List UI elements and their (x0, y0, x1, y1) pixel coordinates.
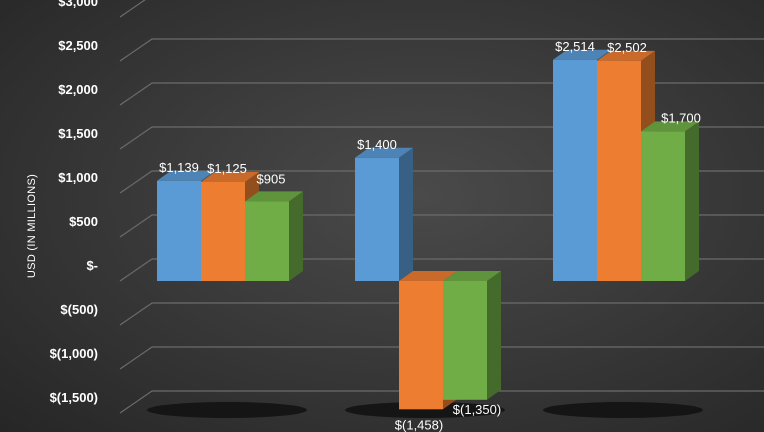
y-axis-title: USD (IN MILLIONS) (26, 174, 38, 278)
data-label: $(1,458) (395, 417, 443, 432)
bar-top (399, 271, 457, 281)
gridline (119, 82, 764, 106)
y-tick-labels: $3,000 $2,500 $2,000 $1,500 $1,000 $500 $- $(50… (50, 0, 98, 405)
bar-side (685, 121, 699, 282)
data-label: $1,400 (357, 137, 397, 152)
bar-top (201, 172, 259, 182)
bar-front (597, 60, 641, 281)
bar (641, 121, 699, 282)
y-tick-label: $500 (69, 214, 98, 229)
bar-side (399, 147, 413, 281)
bar-top (553, 49, 611, 60)
bar-front (157, 180, 201, 281)
y-tick-label: $(1,000) (50, 346, 98, 361)
gridline (119, 302, 764, 326)
y-tick-label: $- (86, 258, 98, 273)
data-label: $2,502 (607, 40, 647, 55)
y-tick-label: $1,000 (58, 170, 98, 185)
floor-shadows (147, 402, 703, 418)
bar-top (443, 271, 501, 281)
bar-front (443, 281, 487, 400)
data-label: $1,139 (159, 160, 199, 175)
floor-shadow (543, 402, 703, 418)
y-tick-label: $1,500 (58, 126, 98, 141)
bar-front (399, 281, 443, 410)
floor-shadow (345, 402, 505, 418)
bar-top (641, 121, 699, 132)
bar-top (245, 191, 303, 202)
data-label: $1,125 (207, 161, 247, 176)
bar-front (201, 182, 245, 281)
bar-top (355, 147, 413, 158)
data-label: $1,700 (661, 110, 701, 125)
bars (157, 49, 699, 410)
floor-shadow (147, 402, 307, 418)
data-label: $905 (257, 171, 286, 186)
y-tick-label: $(500) (60, 302, 98, 317)
y-tick-label: $(1,500) (50, 390, 98, 405)
bar-front (245, 201, 289, 281)
bar-side (487, 271, 501, 400)
bar (443, 271, 501, 400)
gridline (119, 38, 764, 62)
bar-top (597, 50, 655, 61)
bar-top (157, 170, 215, 181)
gridline (119, 390, 764, 414)
gridline (119, 0, 146, 18)
bar-front (355, 157, 399, 281)
y-tick-label: $2,500 (58, 38, 98, 53)
y-tick-label: $2,000 (58, 82, 98, 97)
data-labels: $1,139 $1,125 $905 $1,400 $(1,458) $(1,350) $2… (159, 39, 701, 432)
data-label: $(1,350) (453, 402, 501, 417)
y-tick-label: $3,000 (58, 0, 98, 9)
bar-side (289, 191, 303, 281)
gridline (119, 346, 764, 370)
bar (355, 147, 413, 281)
bar (245, 191, 303, 281)
bar-front (553, 59, 597, 281)
data-label: $2,514 (555, 39, 595, 54)
bar-front (641, 131, 685, 281)
